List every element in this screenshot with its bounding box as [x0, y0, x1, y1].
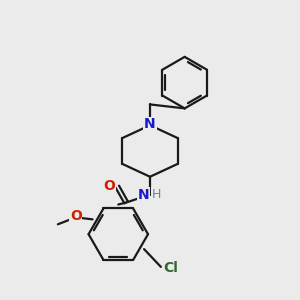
Text: N: N: [144, 117, 156, 131]
Text: O: O: [70, 209, 82, 224]
Text: N: N: [137, 188, 149, 202]
Text: Cl: Cl: [163, 261, 178, 275]
Text: H: H: [152, 188, 161, 201]
Text: O: O: [103, 179, 115, 193]
